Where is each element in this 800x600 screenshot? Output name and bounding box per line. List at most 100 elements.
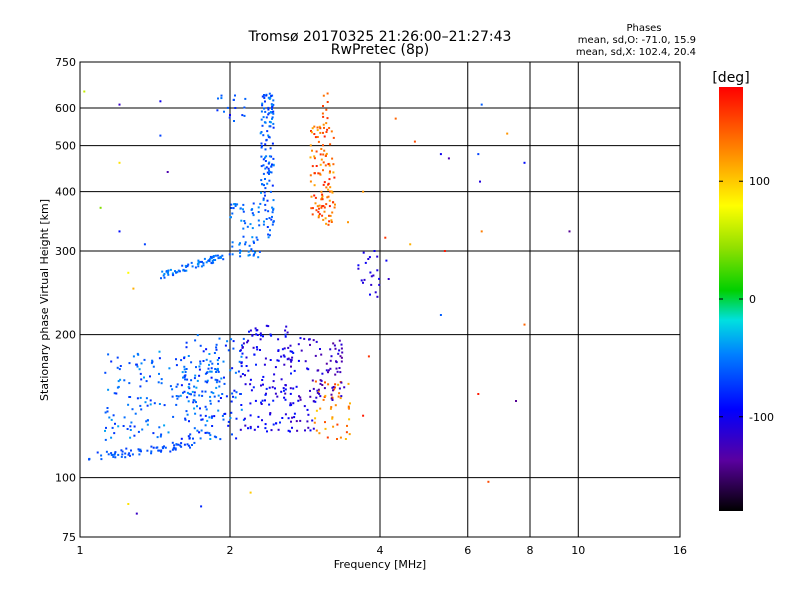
data-point [329, 407, 332, 410]
data-point [272, 112, 275, 115]
data-point [249, 402, 252, 405]
data-point [211, 415, 214, 418]
data-point [258, 224, 261, 227]
data-point [111, 426, 114, 429]
data-point [160, 433, 163, 436]
data-point [367, 258, 370, 260]
data-point [247, 339, 250, 342]
data-point [183, 443, 186, 446]
data-point [187, 386, 190, 388]
data-point [239, 207, 242, 210]
data-point [264, 427, 267, 430]
data-point [314, 354, 317, 357]
data-point [176, 383, 179, 386]
data-point [227, 424, 230, 427]
data-point [83, 90, 86, 93]
data-point [306, 367, 309, 370]
data-point [362, 251, 365, 254]
data-point [319, 127, 322, 130]
data-point [372, 274, 375, 277]
data-point [146, 449, 149, 452]
data-point [313, 421, 316, 424]
data-point [312, 400, 315, 403]
data-point [184, 417, 187, 420]
data-point [329, 186, 332, 189]
data-point [329, 367, 332, 370]
data-point [153, 402, 156, 405]
data-point [322, 105, 324, 107]
data-point [314, 202, 317, 205]
data-point [264, 209, 267, 212]
data-point [206, 419, 209, 422]
data-point [268, 403, 271, 406]
data-point [123, 379, 126, 382]
data-point [198, 368, 201, 371]
data-point [326, 101, 329, 103]
data-point [274, 392, 277, 395]
data-point [158, 350, 161, 353]
data-point [231, 392, 234, 395]
data-point [222, 360, 225, 363]
data-point [193, 391, 196, 394]
data-point [124, 452, 127, 455]
data-point [262, 375, 265, 378]
data-point [246, 341, 249, 344]
data-point [284, 398, 287, 401]
data-point [326, 436, 329, 439]
data-point [194, 412, 197, 415]
data-point [272, 126, 275, 129]
data-point [234, 396, 237, 399]
data-point [263, 191, 266, 194]
data-point [180, 442, 183, 445]
data-point [293, 369, 296, 372]
data-point [246, 225, 249, 228]
data-point [347, 407, 350, 409]
data-point [319, 153, 322, 156]
data-point [235, 417, 238, 420]
axis-ticks: 1 2 4 6 8 10 16 75 100 200 300 400 500 600 750 [55, 56, 687, 557]
data-point [307, 426, 310, 429]
data-point [131, 408, 134, 411]
data-point [183, 390, 186, 393]
data-point [113, 392, 116, 395]
data-point [265, 218, 268, 220]
data-point [338, 392, 341, 395]
data-point [177, 395, 180, 398]
data-point [340, 395, 343, 398]
data-point [344, 438, 347, 440]
data-point [267, 96, 270, 99]
data-point [232, 395, 234, 398]
data-point [252, 386, 255, 389]
data-point [129, 396, 132, 398]
data-point [250, 208, 253, 211]
data-point [323, 210, 326, 213]
data-point [269, 413, 272, 416]
data-point [347, 382, 350, 385]
data-point [157, 381, 160, 384]
data-point [340, 347, 343, 350]
data-point [326, 117, 329, 120]
data-point [268, 179, 271, 182]
data-point [264, 187, 267, 190]
data-point [332, 136, 335, 139]
data-point [118, 230, 121, 233]
data-point [362, 190, 365, 193]
data-point [272, 207, 275, 210]
data-point [325, 362, 328, 365]
data-point [265, 392, 267, 395]
data-point [282, 354, 285, 357]
data-point [143, 358, 146, 361]
data-point [173, 444, 176, 447]
data-point [297, 359, 300, 362]
data-point [261, 102, 264, 105]
data-point [299, 398, 302, 401]
data-point [270, 171, 273, 174]
data-point [323, 206, 326, 209]
data-point [210, 416, 213, 419]
data-point [242, 342, 245, 345]
data-point [378, 283, 381, 286]
data-point [120, 455, 123, 458]
data-point [169, 450, 172, 453]
data-point [215, 346, 218, 349]
data-point [113, 432, 116, 435]
